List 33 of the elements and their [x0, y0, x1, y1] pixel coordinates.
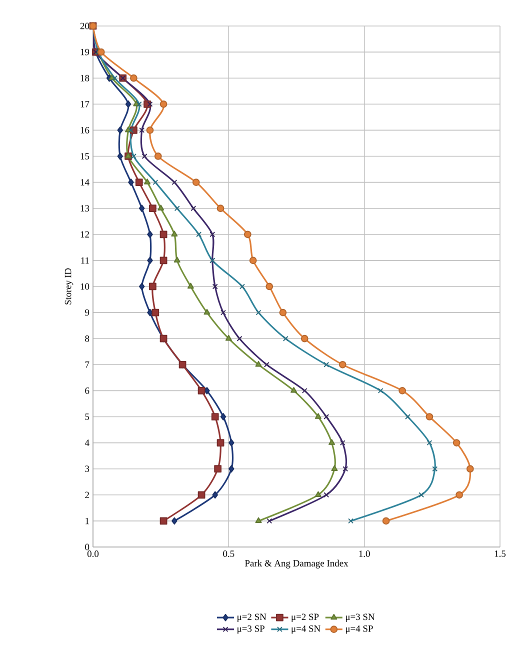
y-tick-label: 6	[85, 388, 90, 394]
y-tick-label: 16	[80, 127, 90, 134]
y-tick-label: 20	[80, 22, 90, 30]
y-tick-label: 15	[80, 153, 90, 160]
y-tick-label: 14	[80, 179, 90, 186]
y-tick-label: 3	[85, 466, 90, 472]
legend-label: μ=4 SN	[292, 625, 320, 634]
y-tick-label: 18	[80, 74, 90, 82]
x-axis-title: Park & Ang Damage Index	[244, 560, 348, 568]
y-tick-label: 12	[80, 231, 89, 238]
x-tick-label: 1.0	[359, 550, 370, 557]
legend-label: μ=4 SP	[346, 625, 373, 634]
legend-label: μ=3 SN	[346, 614, 375, 622]
y-tick-label: 17	[80, 101, 90, 108]
legend-label: μ=2 SN	[238, 614, 266, 622]
y-tick-label: 8	[85, 335, 90, 342]
y-tick-label: 0	[85, 544, 90, 550]
y-tick-label: 2	[85, 492, 89, 498]
y-tick-label: 5	[85, 414, 90, 420]
x-tick-label: 0.5	[223, 550, 234, 557]
x-tick-label: 1.5	[494, 550, 506, 557]
y-tick-label: 13	[80, 205, 90, 212]
y-tick-label: 10	[80, 283, 90, 290]
legend-label: μ=2 SP	[292, 614, 319, 622]
legend-label: μ=3 SP	[238, 625, 264, 634]
y-tick-label: 11	[81, 257, 89, 264]
y-tick-label: 1	[86, 518, 89, 524]
y-tick-label: 7	[85, 362, 90, 368]
y-tick-label: 9	[85, 309, 90, 316]
x-tick-label: 0.0	[87, 550, 99, 557]
y-tick-label: 19	[80, 48, 90, 56]
y-tick-label: 4	[84, 440, 90, 446]
y-axis-title: Storey ID	[64, 268, 74, 304]
